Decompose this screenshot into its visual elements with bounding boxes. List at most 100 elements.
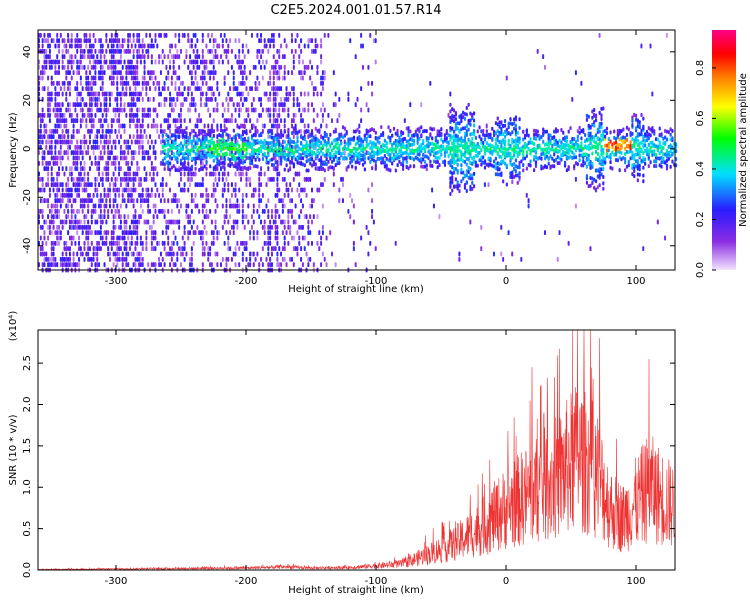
spectrogram-cell	[443, 133, 447, 138]
spectrogram-cell	[205, 91, 208, 97]
spectrogram-cell	[594, 140, 598, 145]
spectrogram-cell	[176, 219, 179, 225]
spectrogram-cell	[316, 128, 319, 133]
spectrogram-cell	[98, 160, 101, 166]
spectrogram-cell	[125, 160, 128, 166]
spectrogram-cell	[587, 123, 590, 128]
spectrogram-cell	[201, 246, 204, 252]
spectrogram-cell	[240, 59, 243, 65]
spectrogram-cell	[194, 192, 197, 198]
spectrogram-cell	[125, 224, 128, 230]
spectrogram-cell	[451, 171, 454, 176]
spectrogram-cell	[258, 80, 261, 86]
spectrogram-cell	[63, 54, 66, 60]
spectrogram-cell	[553, 152, 556, 157]
spectrogram-cell	[331, 118, 334, 124]
spectrogram-cell	[405, 139, 408, 144]
spectrogram-cell	[238, 54, 241, 60]
spectrogram-cell	[436, 165, 439, 170]
spectrogram-cell	[449, 180, 452, 185]
spectrogram-cell	[236, 86, 239, 92]
spectrogram-cell	[265, 159, 268, 164]
spectrogram-cell	[47, 171, 50, 177]
spectrogram-cell	[92, 150, 95, 156]
spectrogram-cell	[265, 256, 268, 262]
spectrogram-cell	[498, 147, 501, 152]
spectrogram-cell	[169, 187, 172, 193]
spectrogram-cell	[125, 80, 128, 86]
spectrogram-cell	[269, 80, 272, 86]
spectrogram-cell	[183, 151, 186, 156]
spectrogram-cell	[270, 208, 273, 214]
spectrogram-cell	[498, 154, 501, 159]
spectrogram-cell	[449, 159, 452, 164]
spectrogram-cell	[227, 219, 230, 225]
spectrogram-cell	[403, 118, 406, 124]
spectrogram-cell	[276, 164, 279, 169]
spectrogram-cell	[563, 135, 567, 140]
spectrogram-cell	[105, 107, 108, 113]
spectrogram-cell	[294, 142, 297, 147]
spectrogram-cell	[178, 86, 181, 92]
spectrogram-cell	[238, 158, 241, 163]
spectrogram-cell	[196, 86, 199, 92]
spectrogram-cell	[367, 142, 370, 147]
spectrogram-cell	[290, 86, 293, 92]
spectrogram-cell	[422, 164, 425, 169]
spectrogram-cell	[154, 86, 157, 92]
spectrogram-cell	[154, 192, 157, 198]
spectrogram-cell	[354, 142, 357, 147]
spectrogram-cell	[411, 138, 414, 143]
spectrogram-cell	[88, 112, 91, 118]
spectrogram-cell	[90, 86, 93, 92]
spectrogram-cell	[232, 102, 235, 108]
spectrogram-cell	[307, 134, 310, 140]
spectrogram-cell	[411, 156, 414, 161]
spectrogram-cell	[471, 186, 474, 191]
spectrogram-cell	[238, 125, 241, 130]
spectrogram-cell	[189, 54, 192, 60]
spectrogram-cell	[536, 143, 539, 148]
spectrogram-cell	[263, 123, 266, 129]
spectrogram-cell	[329, 132, 332, 137]
spectrogram-cell	[150, 176, 153, 182]
spectrogram-cell	[72, 70, 75, 76]
spectrogram-cell	[132, 219, 135, 225]
spectrogram-cell	[50, 256, 53, 262]
spectrogram-cell	[241, 251, 244, 257]
spectrogram-cell	[99, 246, 102, 252]
spectrogram-cell	[210, 262, 213, 268]
spectrogram-cell	[487, 132, 490, 137]
spectrogram-cell	[63, 80, 66, 86]
spectrogram-cell	[56, 80, 59, 86]
spectrogram-cell	[48, 256, 51, 262]
spectrogram-cell	[270, 38, 273, 44]
spectrogram-cell	[509, 161, 512, 166]
spectrogram-cell	[179, 246, 182, 252]
spectrogram-cell	[58, 240, 61, 246]
spectrogram-cell	[311, 163, 314, 168]
spectrogram-cell	[576, 146, 579, 151]
spectrogram-cell	[309, 157, 312, 162]
spectrogram-cell	[198, 137, 201, 142]
spectrogram-cell	[303, 176, 306, 182]
spectrogram-cell	[67, 246, 70, 252]
spectrogram-cell	[54, 155, 57, 161]
spectrogram-cell	[68, 262, 71, 268]
spectrogram-cell	[207, 70, 210, 76]
spectrogram-cell	[123, 102, 126, 108]
spectrogram-cell	[465, 129, 468, 134]
spectrogram-cell	[152, 123, 155, 129]
spectrogram-cell	[214, 198, 217, 204]
spectrogram-cell	[311, 64, 313, 70]
spectrogram-cell	[474, 135, 477, 140]
spectrogram-cell	[365, 224, 368, 230]
spectrogram-cell	[90, 75, 93, 81]
spectrogram-cell	[110, 118, 113, 124]
spectrogram-cell	[298, 156, 301, 161]
spectrogram-cell	[187, 32, 190, 38]
spectrogram-cell	[452, 157, 456, 162]
spectrogram-cell	[407, 129, 410, 134]
spectrogram-cell	[230, 118, 233, 124]
spectrogram-cell	[289, 146, 292, 151]
